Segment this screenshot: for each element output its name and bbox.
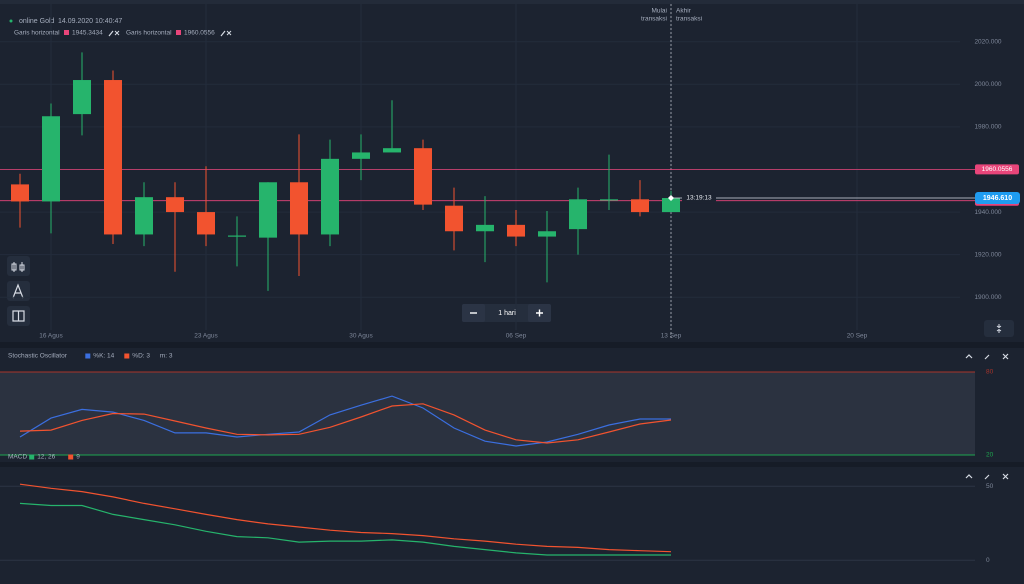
legend-label: %D: 3: [132, 353, 150, 360]
candle-body: [352, 152, 370, 159]
trade-label: transaksi: [641, 16, 667, 23]
series-line: [19, 483, 672, 553]
legend-label: %K: 14: [93, 353, 114, 360]
candle-body: [290, 182, 308, 235]
top-strip: [0, 0, 1024, 4]
tool-bar: [7, 256, 30, 326]
edit-icon[interactable]: [108, 30, 114, 37]
legend-value: 1960.0556: [184, 30, 215, 37]
separator: [0, 462, 1024, 467]
edit-icon[interactable]: [220, 30, 226, 37]
range-band: [0, 372, 975, 455]
legend-value: 1945.3434: [72, 30, 103, 37]
panel-icons: [965, 353, 1009, 480]
legend-swatch: [68, 454, 74, 460]
panel-params: m: 3: [160, 353, 173, 360]
icon: [12, 283, 24, 299]
panel-title: Stochastic Oscillator: [8, 353, 68, 360]
period-label[interactable]: 1 hari: [498, 310, 516, 317]
series-line: [19, 502, 671, 556]
timer: 13:19:13: [686, 195, 712, 202]
candle-body: [135, 197, 153, 235]
candle-body: [476, 224, 494, 232]
symbol: online Gold: [19, 18, 55, 25]
trade-label: Mulai: [651, 8, 667, 15]
candle-body: [662, 198, 680, 213]
icon: [12, 310, 25, 322]
scale-button[interactable]: [984, 320, 1014, 337]
last-price-marker: [668, 195, 674, 202]
icon: [11, 262, 25, 272]
candle-body: [569, 199, 587, 230]
icon[interactable]: [965, 353, 1009, 360]
legend-swatch: [176, 30, 181, 35]
tool-draw[interactable]: [7, 281, 30, 301]
y-tick-label: 2000.000: [974, 81, 1001, 88]
y-tick-label: 0: [986, 557, 990, 564]
candle-body: [414, 148, 432, 205]
panel-title: MACD: [8, 454, 27, 461]
legend-swatch: [85, 353, 91, 359]
candle-body: [228, 235, 246, 237]
legend-swatch: [124, 353, 130, 359]
x-tick-label: 06 Sep: [506, 333, 527, 340]
y-tick-label: 1920.000: [974, 251, 1001, 258]
legend-label: 9: [76, 454, 80, 461]
legend-swatch: [29, 454, 35, 460]
y-tick-label: 2020.000: [974, 38, 1001, 45]
x-tick-label: 16 Agus: [39, 333, 63, 340]
separator: [0, 342, 1024, 348]
icon[interactable]: [965, 473, 1009, 480]
candle-body: [73, 80, 91, 115]
y-tick-label: 1900.000: [974, 294, 1001, 301]
trade-label: transaksi: [676, 16, 702, 23]
icon: [536, 309, 543, 317]
trade-label: Akhir: [676, 8, 692, 15]
price-tag: [975, 164, 1019, 175]
candle-body: [321, 158, 339, 235]
y-tick-label: 20: [986, 452, 994, 459]
candle-body: [445, 205, 463, 232]
last-price-label: 1946.610: [983, 195, 1012, 202]
legend-swatch: [64, 30, 69, 35]
icon: [996, 324, 1002, 333]
y-tick-label: 1980.000: [974, 124, 1001, 131]
status-dot: [9, 19, 13, 23]
candle-body: [631, 199, 649, 213]
candle-body: [42, 116, 60, 202]
candle-body: [507, 224, 525, 237]
x-tick-label: 20 Sep: [847, 333, 868, 340]
y-tick-label: 80: [986, 369, 994, 376]
candle-body: [383, 148, 401, 153]
price-tag-label: 1960.0556: [982, 166, 1013, 173]
candle-body: [104, 80, 122, 235]
legend-name: Garis horizontal: [14, 30, 60, 37]
legend-label: 12, 26: [37, 454, 55, 461]
datetime: 14.09.2020 10:40:47: [58, 18, 122, 25]
candle-body: [600, 199, 618, 201]
legend-name: Garis horizontal: [126, 30, 172, 37]
period-control: 1 hari: [462, 304, 551, 322]
remove-icon[interactable]: [226, 30, 232, 36]
candle-body: [538, 231, 556, 237]
tool-candles[interactable]: [7, 256, 30, 276]
remove-icon[interactable]: [114, 30, 120, 36]
y-tick-label: 1940.000: [974, 209, 1001, 216]
candle-body: [11, 184, 29, 202]
y-tick-label: 50: [986, 483, 994, 490]
candle-body: [166, 197, 184, 213]
candle-body: [259, 182, 277, 238]
x-tick-label: 23 Agus: [194, 333, 218, 340]
candle-body: [197, 212, 215, 235]
last-price-tag: [975, 192, 1020, 205]
x-tick-label: 30 Agus: [349, 333, 373, 340]
timer-box: [682, 193, 716, 204]
series-line: [19, 395, 671, 447]
series-line: [19, 403, 672, 444]
